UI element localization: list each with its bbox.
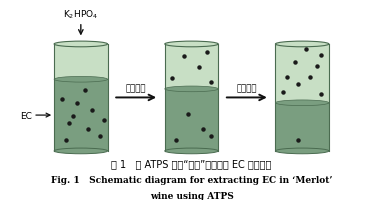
Ellipse shape bbox=[54, 148, 108, 154]
Text: K$_2$HPO$_4$: K$_2$HPO$_4$ bbox=[63, 8, 98, 21]
Ellipse shape bbox=[165, 87, 218, 92]
Polygon shape bbox=[54, 45, 108, 80]
Polygon shape bbox=[165, 89, 218, 151]
Polygon shape bbox=[165, 45, 218, 89]
Ellipse shape bbox=[165, 42, 218, 48]
Ellipse shape bbox=[275, 100, 329, 106]
Polygon shape bbox=[275, 103, 329, 151]
Ellipse shape bbox=[275, 148, 329, 154]
Text: wine using ATPS: wine using ATPS bbox=[150, 192, 233, 200]
Text: Fig. 1   Schematic diagram for extracting EC in ‘Merlot’: Fig. 1 Schematic diagram for extracting … bbox=[51, 175, 332, 184]
Ellipse shape bbox=[275, 42, 329, 48]
Polygon shape bbox=[275, 45, 329, 103]
Text: 相位平衡: 相位平衡 bbox=[237, 83, 257, 92]
Polygon shape bbox=[54, 80, 108, 151]
Text: EC: EC bbox=[21, 111, 33, 120]
Ellipse shape bbox=[54, 77, 108, 83]
Ellipse shape bbox=[165, 148, 218, 154]
Text: 图 1   用 ATPS 提取“美乐”葡萄酒中 EC 的原理图: 图 1 用 ATPS 提取“美乐”葡萄酒中 EC 的原理图 bbox=[111, 159, 272, 168]
Ellipse shape bbox=[54, 42, 108, 48]
Text: 相位分离: 相位分离 bbox=[126, 83, 146, 92]
